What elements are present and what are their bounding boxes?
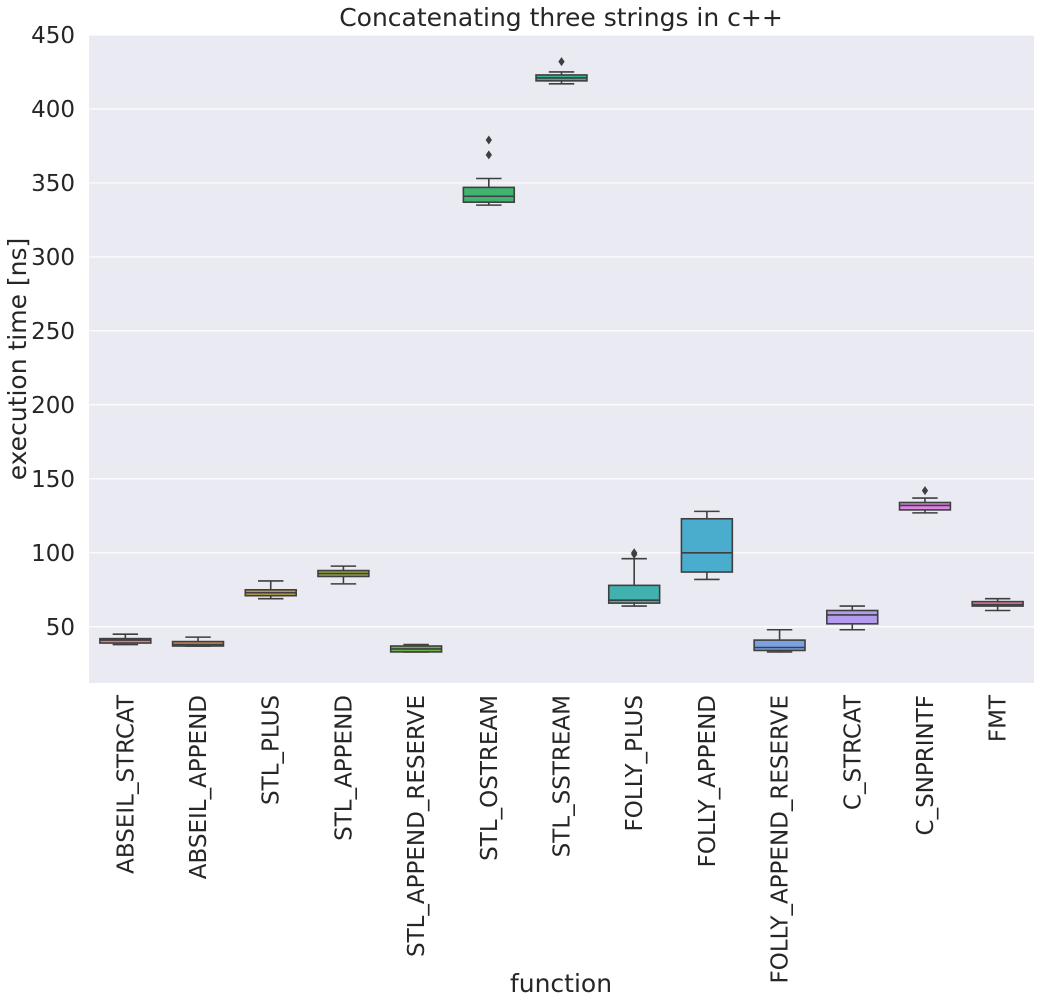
plot-background	[89, 35, 1034, 683]
outlier-point	[631, 548, 638, 558]
outlier-point	[921, 486, 929, 496]
chart-title: Concatenating three strings in c++	[339, 3, 783, 32]
x-tick-label: FOLLY_APPEND_RESERVE	[768, 695, 794, 984]
y-tick-label: 400	[31, 97, 75, 123]
x-tick-label: STL_APPEND_RESERVE	[404, 695, 430, 957]
y-tick-label: 250	[31, 319, 75, 345]
outlier-point	[485, 135, 492, 145]
y-tick-label: 150	[31, 467, 75, 493]
outlier-point	[485, 150, 492, 160]
box-c-snprintf	[898, 486, 952, 514]
x-tick-label: FOLLY_PLUS	[622, 695, 648, 831]
box-stl-append	[317, 565, 370, 585]
outlier-point	[558, 57, 565, 67]
x-tick-label: STL_SSTREAM	[550, 695, 576, 857]
box-c-strcat	[826, 605, 879, 631]
y-tick-labels: 50 100 150 200 250 300 350 400 450	[31, 23, 75, 641]
x-tick-label: STL_PLUS	[259, 695, 285, 805]
grid-lines	[89, 34, 1034, 628]
y-tick-label: 100	[31, 541, 75, 567]
y-tick-label: 50	[46, 615, 75, 641]
iqr-box	[607, 584, 661, 604]
iqr-box	[753, 639, 806, 652]
box-folly-append-reserve	[753, 628, 806, 653]
boxes	[99, 57, 1024, 653]
x-tick-label: STL_APPEND	[331, 695, 357, 841]
box-stl-plus	[244, 580, 297, 600]
x-tick-label: FOLLY_APPEND	[695, 695, 721, 867]
box-stl-sstream	[535, 57, 588, 85]
box-abseil-strcat	[99, 633, 152, 646]
x-tick-labels: ABSEIL_STRCAT ABSEIL_APPEND STL_PLUS STL_AP…	[113, 694, 1011, 983]
x-tick-label: STL_OSTREAM	[477, 695, 503, 861]
x-tick-label: FMT	[986, 694, 1012, 742]
box-folly-append	[680, 510, 734, 581]
y-axis-label: execution time [ns]	[3, 238, 32, 481]
box-folly-plus	[607, 548, 661, 607]
box-stl-append-reserve	[389, 643, 443, 653]
iqr-box	[462, 186, 516, 203]
iqr-box	[680, 517, 734, 573]
y-tick-label: 350	[31, 171, 75, 197]
y-tick-label: 300	[31, 245, 75, 271]
x-tick-label: ABSEIL_APPEND	[186, 695, 212, 879]
box-stl-ostream	[462, 135, 516, 206]
box-abseil-append	[171, 636, 225, 647]
iqr-box	[826, 609, 879, 625]
x-tick-label: C_STRCAT	[840, 694, 866, 810]
x-tick-label: C_SNPRINTF	[913, 695, 939, 835]
y-tick-label: 200	[31, 393, 75, 419]
y-tick-label: 450	[31, 23, 75, 49]
x-tick-label: ABSEIL_STRCAT	[113, 694, 139, 874]
box-fmt	[971, 597, 1024, 612]
x-axis-label: function	[510, 969, 612, 998]
